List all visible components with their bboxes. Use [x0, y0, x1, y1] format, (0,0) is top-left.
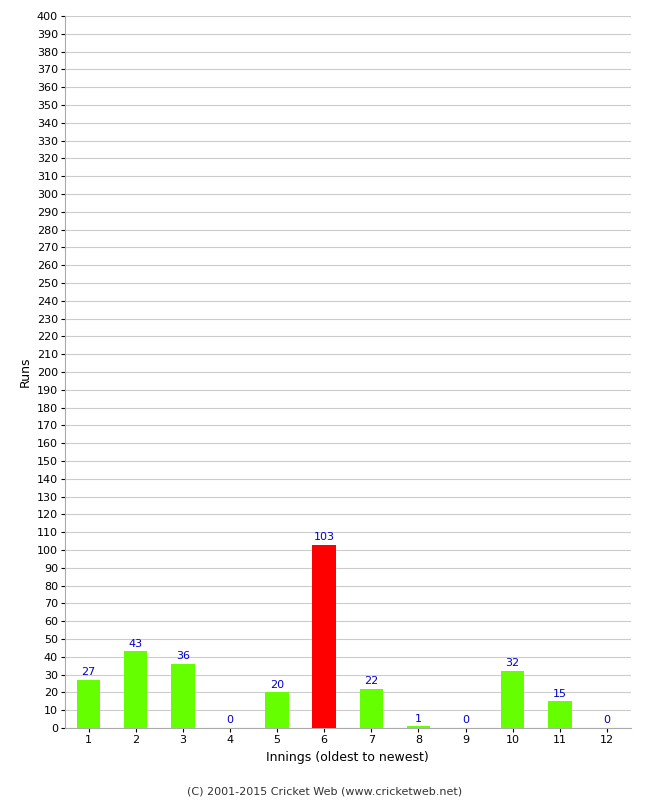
- Bar: [265, 693, 289, 728]
- Text: 1: 1: [415, 714, 422, 723]
- Text: (C) 2001-2015 Cricket Web (www.cricketweb.net): (C) 2001-2015 Cricket Web (www.cricketwe…: [187, 786, 463, 796]
- Text: 43: 43: [129, 638, 143, 649]
- Bar: [501, 671, 525, 728]
- Text: 103: 103: [314, 532, 335, 542]
- Bar: [407, 726, 430, 728]
- Text: 20: 20: [270, 680, 284, 690]
- Text: 0: 0: [226, 715, 233, 726]
- Bar: [548, 702, 571, 728]
- Text: 15: 15: [552, 689, 567, 698]
- Text: 36: 36: [176, 651, 190, 662]
- X-axis label: Innings (oldest to newest): Innings (oldest to newest): [266, 750, 429, 763]
- Bar: [313, 545, 336, 728]
- Text: 22: 22: [364, 676, 378, 686]
- Text: 0: 0: [603, 715, 610, 726]
- Text: 32: 32: [506, 658, 520, 668]
- Y-axis label: Runs: Runs: [18, 357, 31, 387]
- Bar: [77, 680, 100, 728]
- Text: 27: 27: [81, 667, 96, 678]
- Bar: [124, 651, 148, 728]
- Text: 0: 0: [462, 715, 469, 726]
- Bar: [359, 689, 383, 728]
- Bar: [171, 664, 194, 728]
